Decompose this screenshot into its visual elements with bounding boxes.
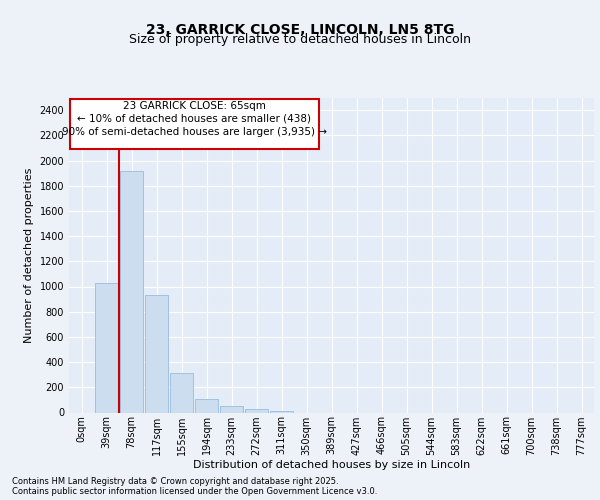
Bar xyxy=(145,296,169,412)
Bar xyxy=(194,398,218,412)
Bar xyxy=(170,373,193,412)
Text: 23, GARRICK CLOSE, LINCOLN, LN5 8TG: 23, GARRICK CLOSE, LINCOLN, LN5 8TG xyxy=(146,22,454,36)
Bar xyxy=(119,170,143,412)
X-axis label: Distribution of detached houses by size in Lincoln: Distribution of detached houses by size … xyxy=(193,460,470,470)
Bar xyxy=(245,408,268,412)
Bar xyxy=(220,406,244,412)
Y-axis label: Number of detached properties: Number of detached properties xyxy=(24,168,34,342)
FancyBboxPatch shape xyxy=(70,99,319,148)
Text: Contains HM Land Registry data © Crown copyright and database right 2025.: Contains HM Land Registry data © Crown c… xyxy=(12,476,338,486)
Bar xyxy=(95,284,118,412)
Text: Contains public sector information licensed under the Open Government Licence v3: Contains public sector information licen… xyxy=(12,486,377,496)
Text: 23 GARRICK CLOSE: 65sqm
← 10% of detached houses are smaller (438)
90% of semi-d: 23 GARRICK CLOSE: 65sqm ← 10% of detache… xyxy=(62,100,327,137)
Bar xyxy=(269,410,293,412)
Text: Size of property relative to detached houses in Lincoln: Size of property relative to detached ho… xyxy=(129,32,471,46)
